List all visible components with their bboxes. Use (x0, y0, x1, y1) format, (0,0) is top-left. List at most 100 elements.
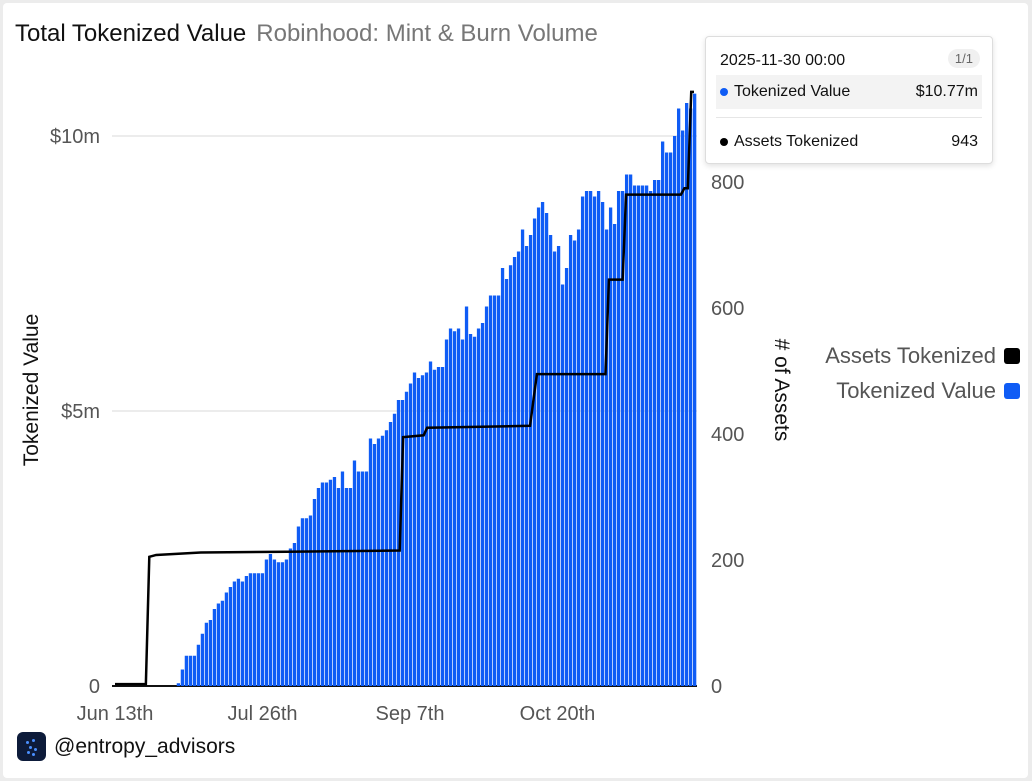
y2-tick-label: 0 (711, 676, 722, 698)
bar (692, 93, 697, 686)
legend-label: Assets Tokenized (825, 343, 996, 368)
bar (484, 306, 489, 686)
bar (528, 235, 533, 686)
bar (380, 435, 385, 686)
bar (232, 581, 237, 686)
bar (432, 369, 437, 686)
bar (464, 306, 469, 686)
bar (460, 339, 465, 686)
bar (572, 240, 577, 686)
bar (196, 644, 201, 686)
bar (244, 576, 249, 686)
tooltip-row-tokenized-value: Tokenized Value $10.77m (716, 75, 982, 109)
bar (288, 548, 293, 686)
bar (576, 229, 581, 686)
blue-dot-icon (720, 88, 728, 96)
bar (388, 422, 393, 686)
bar (376, 438, 381, 686)
chart-title: Total Tokenized Value Robinhood: Mint & B… (15, 20, 598, 48)
bar (272, 559, 277, 686)
chart-subtitle[interactable]: Robinhood: Mint & Burn Volume (256, 20, 598, 47)
bar (548, 235, 553, 686)
bar (500, 268, 505, 686)
bar (400, 400, 405, 686)
bar (356, 471, 361, 686)
bar (584, 191, 589, 686)
bar (340, 471, 345, 686)
bar (304, 518, 309, 686)
title-text: Total Tokenized Value (15, 20, 247, 47)
bar (456, 328, 461, 686)
bar (556, 246, 561, 686)
bar (560, 284, 565, 686)
bar (468, 334, 473, 686)
bar (660, 141, 665, 686)
bar (632, 185, 637, 686)
bar (320, 482, 325, 686)
bar (360, 471, 365, 686)
bar (336, 488, 341, 686)
bar (180, 669, 185, 686)
bar (224, 592, 229, 686)
bar (520, 229, 525, 686)
bar (604, 229, 609, 686)
y2-tick-label: 200 (711, 550, 744, 572)
bar (332, 477, 337, 686)
bar (480, 323, 485, 686)
y2-tick-label: 400 (711, 424, 744, 446)
bar (472, 336, 477, 686)
bar (664, 152, 669, 686)
bar (648, 191, 653, 686)
bar (596, 191, 601, 686)
footer: @entropy_advisors (17, 732, 235, 761)
bar (628, 174, 633, 686)
bar (324, 482, 329, 686)
bar (504, 279, 509, 686)
bar (440, 367, 445, 686)
bar (312, 499, 317, 686)
y2-tick-label: 800 (711, 172, 744, 194)
bar (476, 328, 481, 686)
bar (448, 328, 453, 686)
bar (328, 479, 333, 686)
bar (240, 581, 245, 686)
bar (656, 180, 661, 686)
bar (352, 460, 357, 686)
bar (668, 152, 673, 686)
bar (236, 578, 241, 686)
bar (364, 471, 369, 686)
bar (580, 196, 585, 686)
bar (680, 130, 685, 686)
bar (284, 559, 289, 686)
bar (636, 185, 641, 686)
bar (488, 295, 493, 686)
bar (676, 108, 681, 686)
bar (408, 383, 413, 686)
bar (176, 683, 181, 686)
bar (308, 515, 313, 686)
bar (444, 339, 449, 686)
bar (416, 378, 421, 686)
legend-swatch (1004, 383, 1020, 399)
bar (600, 202, 605, 686)
bar (564, 268, 569, 686)
bar (620, 191, 625, 686)
bar (412, 372, 417, 686)
bar (192, 655, 197, 686)
tooltip-row-assets: Assets Tokenized 943 (716, 125, 982, 159)
bar (248, 573, 253, 686)
bar (592, 196, 597, 686)
x-tick-label: Jul 26th (227, 703, 297, 725)
bar (568, 235, 573, 686)
bar (372, 444, 377, 686)
bar (396, 400, 401, 686)
bar (424, 372, 429, 686)
footer-handle[interactable]: @entropy_advisors (54, 734, 236, 758)
x-tick-label: Oct 20th (520, 703, 596, 725)
legend-assets-tokenized[interactable]: Assets Tokenized (825, 343, 1020, 369)
bar (540, 202, 545, 686)
tooltip-value: 943 (951, 133, 978, 150)
tooltip-date: 2025-11-30 00:00 (720, 52, 846, 69)
legend-tokenized-value[interactable]: Tokenized Value (836, 378, 1020, 404)
bar (384, 430, 389, 686)
